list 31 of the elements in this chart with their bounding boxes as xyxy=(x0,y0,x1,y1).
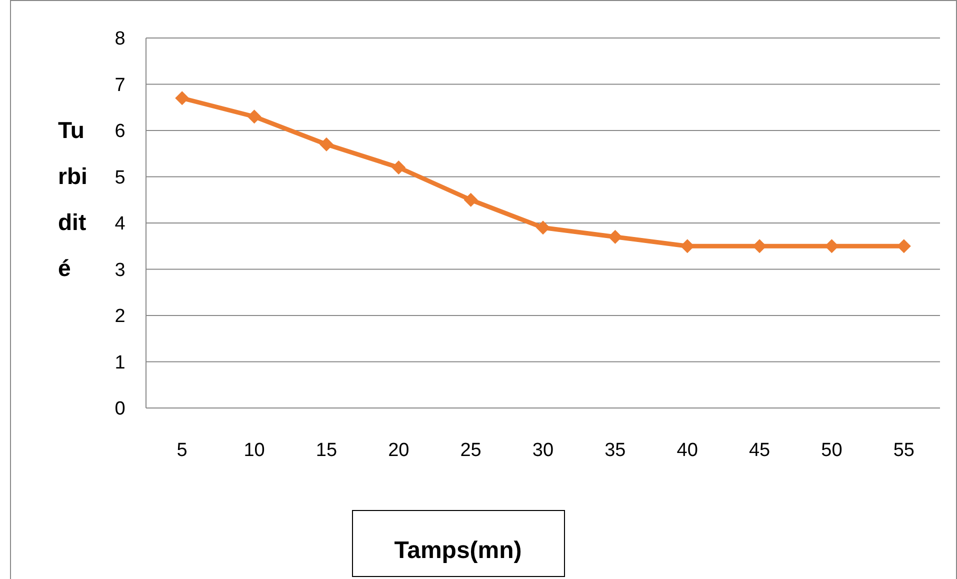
y-tick-label: 5 xyxy=(114,167,126,188)
x-axis-title: Tamps(mn) xyxy=(394,537,522,564)
x-tick-label: 20 xyxy=(388,440,410,461)
point xyxy=(824,239,839,254)
y-tick-label: 0 xyxy=(114,398,126,420)
y-tick-label: 4 xyxy=(114,214,126,235)
y-tick-label: 6 xyxy=(114,121,126,142)
y-tick-label: 2 xyxy=(114,306,126,328)
point xyxy=(536,220,550,235)
x-tick-label: 5 xyxy=(176,440,188,461)
point xyxy=(680,239,694,254)
point xyxy=(319,137,334,152)
x-tick-label: 10 xyxy=(244,440,265,461)
y-tick-label: 7 xyxy=(114,74,126,96)
x-tick-label: 30 xyxy=(532,440,554,461)
y-tick-label: 1 xyxy=(114,352,126,374)
point xyxy=(392,160,406,174)
x-tick-label: 40 xyxy=(676,440,698,461)
x-tick-label: 45 xyxy=(748,440,770,461)
point xyxy=(464,192,478,207)
x-tick-label: 15 xyxy=(316,440,338,461)
point xyxy=(175,91,190,106)
x-tick-label: 35 xyxy=(604,440,626,461)
point xyxy=(608,230,622,244)
y-tick-label: 8 xyxy=(114,28,126,50)
y-tick-label: 3 xyxy=(114,260,126,281)
x-tick-label: 55 xyxy=(893,440,914,461)
point xyxy=(247,110,262,124)
x-tick-label: 25 xyxy=(460,440,482,461)
y-axis-title: Turbidité xyxy=(58,117,88,281)
x-tick-label: 50 xyxy=(821,440,842,461)
